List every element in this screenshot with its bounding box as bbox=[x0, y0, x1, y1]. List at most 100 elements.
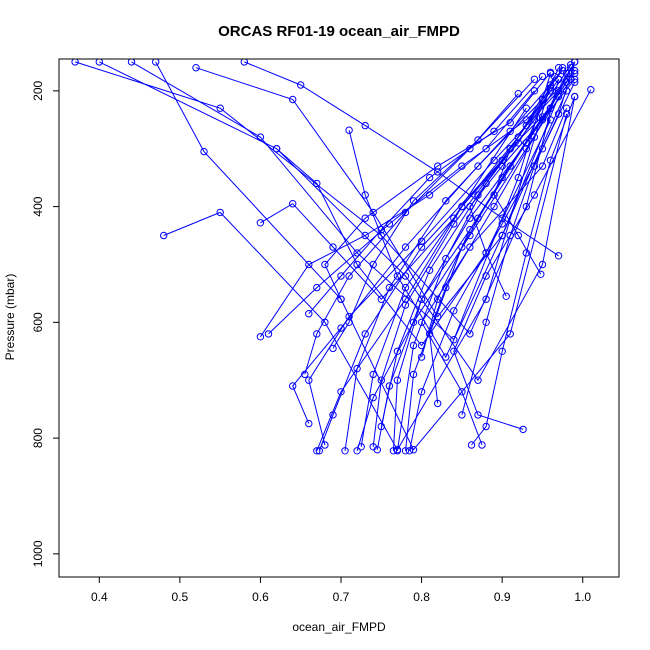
data-point bbox=[289, 382, 297, 390]
data-point bbox=[554, 110, 563, 118]
data-point bbox=[71, 59, 79, 66]
data-point bbox=[490, 202, 498, 211]
data-point bbox=[506, 162, 514, 170]
data-point bbox=[256, 333, 265, 341]
data-point bbox=[315, 447, 323, 455]
data-point bbox=[434, 295, 442, 303]
data-point bbox=[450, 214, 458, 222]
x-tick-label: 0.8 bbox=[413, 590, 430, 604]
data-point bbox=[474, 376, 482, 384]
data-point bbox=[377, 376, 385, 384]
data-point bbox=[425, 173, 434, 182]
data-point bbox=[369, 260, 377, 269]
data-point bbox=[393, 272, 402, 280]
series-line-3 bbox=[155, 61, 568, 451]
data-point bbox=[506, 330, 514, 338]
data-point bbox=[409, 341, 418, 350]
data-point bbox=[329, 243, 337, 251]
data-point bbox=[519, 425, 527, 434]
data-point bbox=[425, 330, 434, 338]
y-tick-label: 1000 bbox=[31, 540, 45, 567]
data-point bbox=[466, 330, 474, 338]
data-point bbox=[467, 441, 476, 449]
data-point bbox=[297, 81, 305, 89]
axes-layer: 0.4 0.5 0.6 0.7 0.8 0.9 1.0 200 400 600 800 1000 bbox=[31, 58, 620, 604]
data-point bbox=[514, 139, 522, 147]
data-point bbox=[337, 272, 345, 280]
series-line-14 bbox=[344, 70, 563, 451]
data-point bbox=[152, 59, 160, 66]
data-point bbox=[160, 231, 168, 240]
data-point bbox=[474, 411, 482, 419]
data-point bbox=[538, 145, 547, 153]
data-point bbox=[546, 104, 555, 112]
data-point bbox=[558, 66, 567, 75]
data-point bbox=[389, 447, 398, 455]
data-point bbox=[216, 208, 224, 217]
data-point bbox=[393, 347, 402, 355]
data-point bbox=[587, 86, 595, 94]
data-point bbox=[458, 388, 466, 396]
data-point bbox=[401, 208, 410, 217]
series-line-25 bbox=[348, 96, 560, 359]
series-line-32 bbox=[304, 93, 519, 375]
data-point bbox=[474, 214, 482, 222]
data-point bbox=[514, 231, 522, 240]
data-point bbox=[373, 446, 381, 454]
data-point bbox=[329, 411, 337, 419]
data-point bbox=[514, 173, 522, 182]
data-point bbox=[361, 330, 369, 338]
data-point bbox=[546, 156, 555, 165]
data-point bbox=[353, 249, 361, 257]
data-point bbox=[256, 133, 265, 141]
data-point bbox=[385, 382, 394, 390]
data-point bbox=[571, 59, 579, 66]
data-point bbox=[313, 447, 321, 455]
data-point bbox=[466, 214, 474, 222]
series-line-1 bbox=[99, 61, 576, 382]
data-point bbox=[321, 441, 329, 449]
data-point bbox=[216, 104, 224, 112]
data-point bbox=[514, 133, 522, 141]
series-layer bbox=[71, 59, 595, 455]
y-tick-label: 600 bbox=[31, 312, 45, 332]
data-point bbox=[361, 231, 369, 240]
data-point bbox=[95, 59, 103, 66]
data-point bbox=[417, 237, 426, 246]
data-point bbox=[434, 162, 442, 170]
series-line-28 bbox=[380, 67, 564, 427]
y-tick-label: 800 bbox=[31, 428, 45, 448]
data-point bbox=[482, 295, 490, 303]
y-axis-label: Pressure (mbar) bbox=[3, 274, 17, 361]
series-line-30 bbox=[324, 71, 551, 300]
x-axis-label: ocean_air_FMPD bbox=[292, 620, 386, 634]
series-line-10 bbox=[356, 79, 572, 451]
data-point bbox=[458, 202, 466, 211]
data-point bbox=[482, 145, 490, 153]
x-tick-label: 0.9 bbox=[494, 590, 511, 604]
data-point bbox=[192, 64, 200, 72]
data-point bbox=[522, 104, 530, 112]
data-point bbox=[450, 307, 458, 315]
data-point bbox=[289, 95, 297, 104]
data-point bbox=[200, 147, 208, 156]
data-point bbox=[482, 318, 490, 326]
data-point bbox=[498, 347, 506, 355]
data-point bbox=[405, 447, 414, 455]
data-point bbox=[301, 370, 309, 379]
data-point bbox=[256, 219, 265, 227]
y-tick-label: 400 bbox=[31, 196, 45, 216]
data-point bbox=[313, 179, 321, 188]
data-point bbox=[417, 295, 426, 303]
data-point bbox=[369, 393, 377, 402]
data-point bbox=[506, 231, 514, 240]
data-point bbox=[353, 364, 361, 373]
data-point bbox=[345, 312, 353, 321]
data-point bbox=[571, 92, 579, 101]
series-line-24 bbox=[276, 119, 551, 347]
x-tick-label: 0.4 bbox=[91, 590, 108, 604]
data-point bbox=[530, 75, 539, 84]
data-point bbox=[458, 162, 466, 170]
data-point bbox=[289, 200, 297, 208]
x-tick-label: 0.7 bbox=[333, 590, 350, 604]
